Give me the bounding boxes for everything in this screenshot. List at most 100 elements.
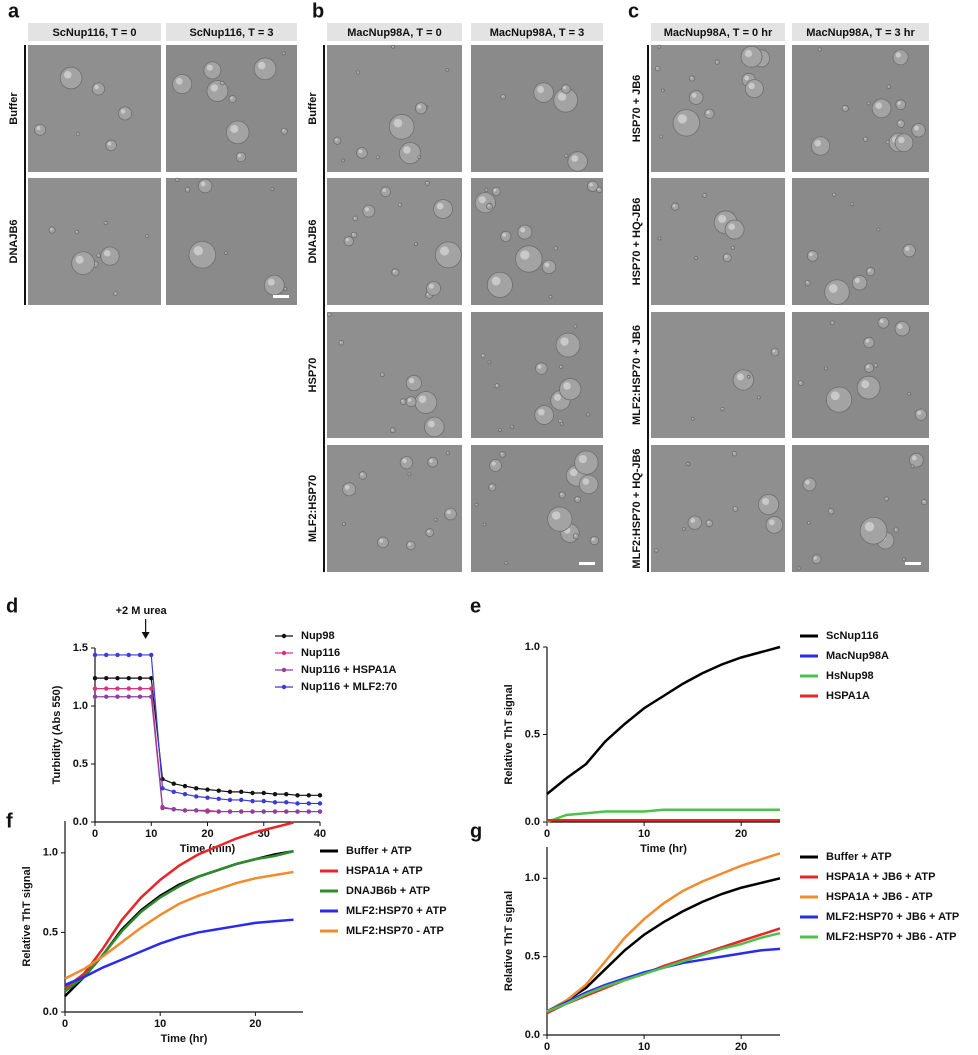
droplet-highlight (885, 497, 887, 499)
legend-marker (281, 684, 287, 690)
droplet (399, 142, 422, 165)
droplet-highlight (682, 528, 684, 530)
droplet-highlight (257, 61, 266, 70)
droplet-highlight (328, 313, 330, 315)
droplet (433, 517, 438, 522)
point (104, 675, 109, 681)
point (194, 794, 199, 799)
droplet-highlight (582, 478, 590, 485)
droplet (494, 383, 500, 389)
droplet (914, 408, 928, 421)
panel-letter: b (312, 0, 324, 22)
legend-label: Buffer + ATP (346, 845, 412, 857)
droplet-highlight (691, 92, 697, 98)
droplet-highlight (428, 283, 434, 289)
series-line (546, 947, 781, 1013)
droplet-highlight (887, 85, 889, 87)
point (194, 808, 199, 813)
droplet-highlight (439, 246, 450, 256)
droplet (356, 147, 368, 159)
droplet (497, 428, 502, 432)
series-line (546, 645, 781, 795)
droplet-highlight (690, 76, 693, 79)
row-label: DNAJB6 (8, 219, 20, 263)
droplet (197, 178, 213, 194)
droplet-highlight (814, 139, 822, 147)
droplet (59, 66, 83, 90)
micrograph (471, 45, 603, 172)
point (205, 795, 210, 800)
legend-label: HSPA1A + JB6 + ATP (826, 871, 935, 883)
droplet (690, 416, 695, 421)
micrograph (651, 312, 785, 438)
column-header-box (166, 23, 297, 41)
droplet (71, 251, 95, 276)
series-line (546, 877, 781, 1013)
micrograph (28, 45, 161, 172)
droplet-highlight (922, 500, 925, 503)
droplet (362, 204, 376, 218)
point (182, 783, 188, 789)
droplet (510, 424, 515, 429)
droplet-highlight (867, 268, 871, 272)
droplet (720, 406, 725, 411)
panel-letter: c (628, 0, 639, 22)
row-label: Buffer (307, 92, 319, 125)
column-header-box (651, 23, 785, 41)
point (216, 809, 221, 814)
column-header: MacNup98A, T = 3 hr (806, 27, 915, 39)
y-tick-label: 0.5 (43, 926, 58, 938)
droplet-highlight (574, 534, 577, 537)
droplet-highlight (36, 126, 41, 131)
point (250, 790, 255, 796)
droplet-highlight (597, 188, 600, 191)
droplet (732, 369, 754, 391)
droplet (358, 471, 368, 480)
droplet-highlight (805, 480, 810, 485)
droplet (886, 84, 891, 89)
micrograph (651, 178, 785, 305)
droplet (377, 536, 389, 549)
droplet (283, 287, 288, 292)
point (194, 786, 199, 791)
droplet (504, 561, 509, 566)
droplet (704, 108, 715, 119)
droplet (488, 483, 497, 492)
droplet (350, 231, 358, 239)
droplet-highlight (897, 101, 901, 105)
droplet-highlight (589, 182, 593, 187)
series-line (546, 927, 781, 1015)
droplet (333, 136, 342, 145)
x-tick-label: 10 (154, 1018, 166, 1030)
droplet-highlight (75, 255, 84, 264)
droplet-highlight (364, 207, 370, 212)
column-header: ScNup116, T = 3 (189, 27, 273, 39)
droplet-highlight (282, 52, 284, 54)
point (284, 809, 289, 814)
y-tick-label: 1.0 (525, 872, 540, 884)
series-line (64, 918, 294, 987)
droplet-highlight (77, 133, 79, 135)
droplet-highlight (393, 269, 396, 273)
row-label: HSP70 (307, 358, 319, 393)
column-header-box (327, 23, 462, 41)
droplet (172, 74, 193, 95)
droplet (657, 44, 662, 49)
micrograph (327, 445, 462, 572)
droplet-highlight (103, 250, 111, 257)
droplet-highlight (398, 203, 401, 205)
droplet-highlight (877, 228, 879, 230)
y-axis-label: Relative ThT signal (21, 866, 33, 966)
droplet-highlight (225, 252, 227, 254)
series-line (64, 870, 294, 980)
droplet-highlight (487, 204, 490, 207)
droplet (379, 372, 385, 378)
legend-label: Nup116 + MLF2:70 (301, 681, 397, 693)
droplet-highlight (587, 413, 589, 415)
droplet (263, 274, 285, 296)
droplet (224, 251, 228, 255)
point (115, 694, 120, 699)
droplet-highlight (655, 549, 657, 551)
y-tick-label: 0.0 (43, 1006, 58, 1018)
micrograph (166, 45, 297, 172)
